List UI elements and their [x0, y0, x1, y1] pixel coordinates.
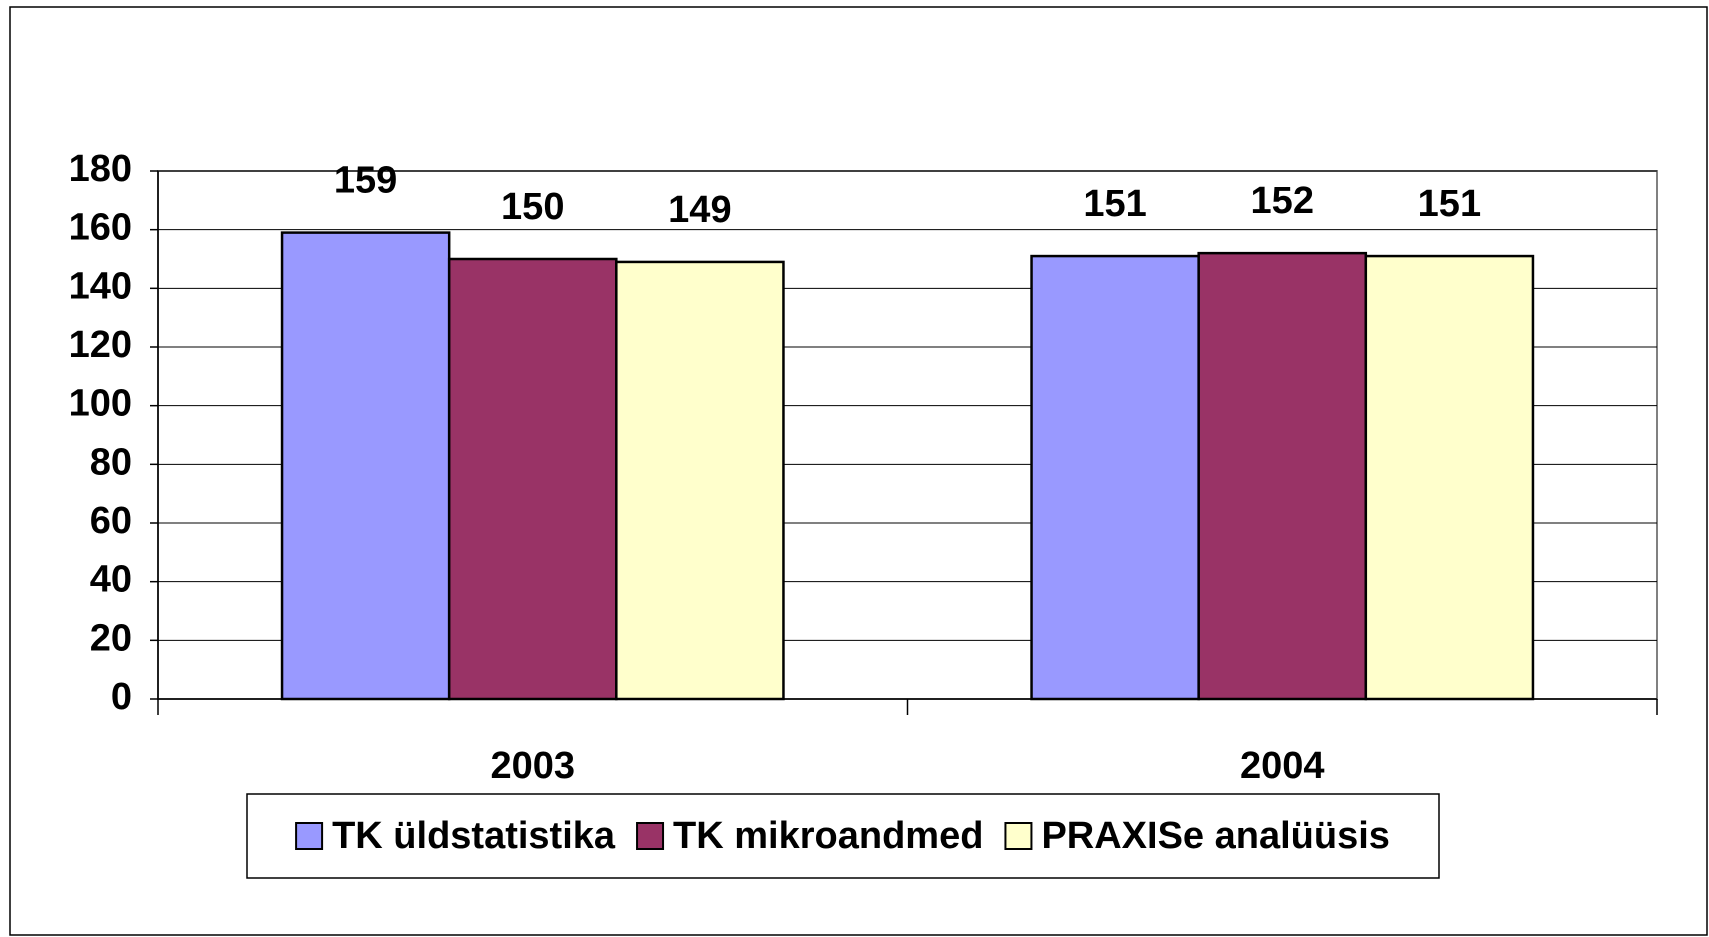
legend: [246, 793, 1440, 879]
y-tick-label: 80: [90, 441, 132, 483]
data-label: 151: [1083, 183, 1146, 225]
bar: [280, 231, 451, 701]
legend-label: TK mikroandmed: [673, 815, 983, 857]
y-tick-label: 60: [90, 500, 132, 542]
legend-swatch: [636, 822, 665, 850]
bar: [1197, 251, 1368, 701]
y-tick-label: 140: [69, 265, 132, 307]
bar: [447, 257, 618, 701]
y-tick-label: 100: [69, 383, 132, 425]
legend-label: PRAXISe analüüsis: [1041, 815, 1389, 857]
y-tick-label: 40: [90, 559, 132, 601]
data-label: 152: [1251, 180, 1314, 222]
legend-swatch: [1004, 822, 1033, 850]
bar: [1030, 254, 1200, 701]
y-tick-label: 160: [69, 207, 132, 249]
legend-label: TK üldstatistika: [332, 815, 616, 857]
legend-swatch: [295, 822, 324, 850]
data-label: 150: [501, 186, 564, 228]
bar: [1364, 254, 1535, 701]
y-tick-label: 20: [90, 617, 132, 659]
y-tick-label: 120: [69, 324, 132, 366]
y-tick-label: 180: [69, 148, 132, 190]
x-tick-label: 2003: [490, 745, 575, 787]
data-label: 151: [1418, 183, 1481, 225]
bar: [615, 260, 785, 701]
data-label: 159: [334, 160, 397, 202]
x-tick-label: 2004: [1240, 745, 1325, 787]
data-label: 149: [668, 189, 731, 231]
y-tick-label: 0: [111, 676, 132, 718]
